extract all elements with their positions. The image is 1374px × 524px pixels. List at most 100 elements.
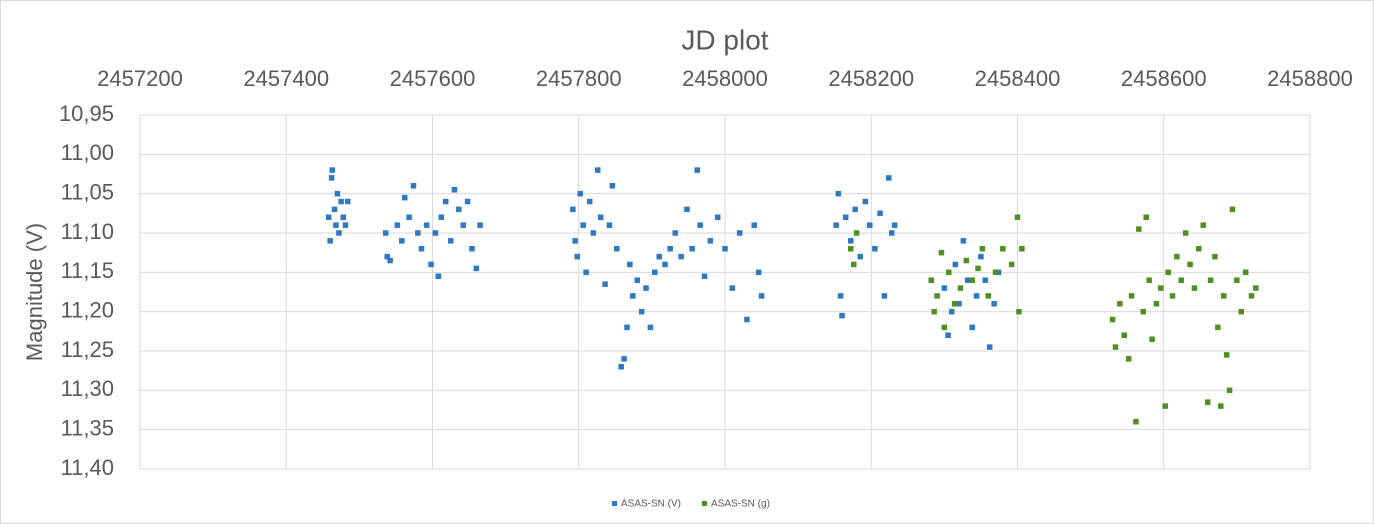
data-point: [595, 167, 601, 173]
data-point: [848, 238, 854, 244]
data-point: [609, 183, 616, 189]
data-point: [435, 273, 442, 280]
data-point: [969, 324, 975, 331]
data-point: [602, 281, 608, 287]
data-point: [638, 308, 645, 315]
data-point: [678, 253, 684, 260]
data-point: [751, 222, 757, 228]
data-point: [667, 245, 673, 252]
data-point: [572, 238, 578, 244]
data-point: [442, 198, 449, 205]
data-point: [853, 230, 860, 236]
data-point: [694, 167, 700, 173]
data-point: [1016, 308, 1022, 315]
data-point: [586, 198, 593, 205]
data-point: [850, 261, 857, 268]
data-point: [931, 308, 937, 315]
data-point: [333, 222, 339, 228]
data-point: [1158, 285, 1164, 291]
data-point: [1200, 222, 1206, 228]
data-point: [837, 293, 844, 299]
data-point: [618, 363, 624, 370]
data-point: [643, 285, 649, 291]
data-point: [477, 222, 483, 228]
y-tick-label: 11,40: [61, 455, 114, 480]
data-point: [857, 253, 864, 260]
data-point: [399, 238, 405, 244]
data-point: [423, 222, 430, 228]
data-point: [634, 277, 640, 283]
data-point: [410, 183, 417, 189]
data-point: [1187, 261, 1193, 268]
y-tick-label: 11,00: [61, 140, 114, 165]
data-point: [852, 206, 858, 213]
data-point: [689, 245, 695, 252]
data-point: [1008, 261, 1015, 268]
data-point: [464, 198, 471, 205]
data-point: [963, 257, 970, 264]
legend-marker: [702, 501, 707, 506]
x-tick-label: 2457800: [536, 66, 622, 91]
data-point: [839, 312, 845, 319]
data-point: [948, 308, 955, 315]
data-point: [1226, 387, 1233, 394]
data-point: [382, 230, 389, 236]
data-point: [729, 285, 736, 291]
data-point: [1196, 245, 1202, 252]
x-tick-label: 2458800: [1267, 66, 1353, 91]
data-point: [872, 245, 878, 252]
x-tick-label: 2457200: [97, 66, 183, 91]
data-point: [1178, 277, 1185, 283]
data-point: [340, 214, 347, 221]
data-point: [1146, 277, 1152, 283]
x-tick-label: 2457600: [390, 66, 476, 91]
data-point: [387, 257, 393, 264]
data-point: [744, 316, 750, 323]
data-point: [621, 356, 627, 362]
data-point: [1125, 356, 1132, 362]
data-point: [848, 245, 854, 252]
data-point: [941, 285, 948, 291]
data-point: [328, 175, 335, 181]
data-point: [473, 265, 480, 272]
data-point: [614, 245, 620, 252]
x-tick-label: 2458200: [828, 66, 914, 91]
data-point: [946, 269, 952, 276]
legend-marker: [612, 501, 617, 506]
data-point: [448, 238, 454, 244]
data-point: [982, 277, 989, 283]
data-point: [627, 261, 633, 268]
data-point: [888, 230, 895, 236]
data-point: [580, 222, 586, 228]
data-point: [1234, 277, 1240, 283]
data-point: [952, 261, 959, 268]
y-tick-label: 11,20: [61, 297, 114, 322]
data-point: [957, 285, 964, 291]
data-point: [960, 238, 967, 244]
x-tick-label: 2457400: [243, 66, 329, 91]
data-point: [574, 253, 581, 260]
data-point: [331, 206, 338, 213]
data-point: [1238, 308, 1245, 315]
data-point: [460, 222, 466, 228]
data-point: [991, 301, 997, 307]
data-point: [672, 230, 679, 236]
data-point: [684, 206, 690, 213]
data-point: [597, 214, 604, 221]
data-point: [1133, 419, 1139, 425]
data-point: [985, 293, 991, 299]
data-point: [1218, 403, 1224, 409]
data-point: [707, 238, 714, 244]
data-point: [941, 324, 948, 331]
data-point: [1112, 344, 1119, 350]
data-point: [418, 245, 425, 252]
data-point: [652, 269, 658, 276]
data-point: [1014, 214, 1021, 221]
data-point: [881, 293, 888, 299]
data-point: [401, 194, 408, 201]
data-point: [1229, 206, 1236, 213]
data-point: [701, 273, 708, 280]
data-point: [327, 238, 333, 244]
data-point: [1109, 316, 1116, 323]
